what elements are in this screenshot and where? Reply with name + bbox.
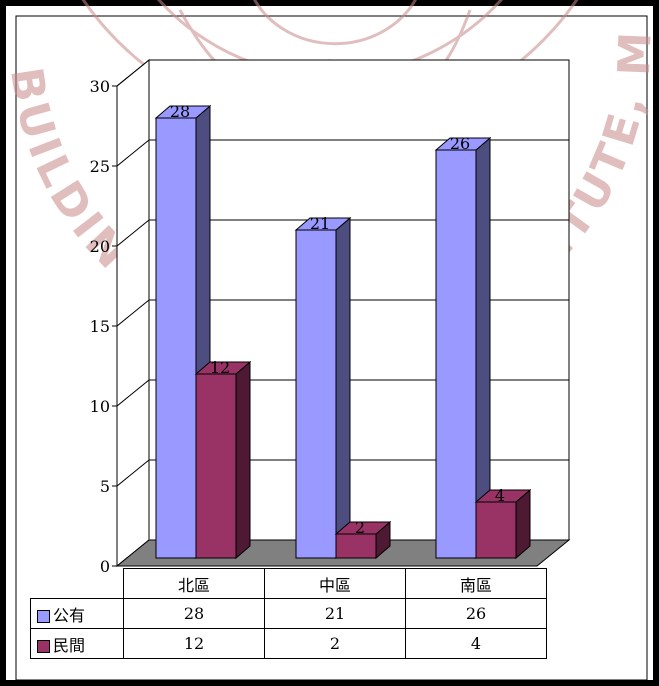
bar-private (475, 501, 517, 559)
gridline (116, 379, 569, 407)
y-tick-label: 10 (90, 397, 110, 416)
bar-side (235, 360, 251, 560)
bar-public (155, 117, 197, 559)
gridline (116, 299, 569, 327)
gridline (116, 459, 569, 487)
gridline (116, 59, 569, 87)
legend-label: 公有 (53, 605, 86, 625)
table-corner (30, 568, 124, 599)
gridline (116, 219, 569, 247)
legend-label: 民間 (53, 635, 86, 655)
y-tick-label: 15 (90, 317, 110, 336)
legend-cell-public: 公有 (30, 598, 124, 629)
table-row: 公有 28 21 26 (30, 598, 547, 629)
table-cell: 21 (264, 598, 406, 629)
table-cell: 12 (123, 628, 265, 659)
bar-top (434, 137, 492, 151)
data-label: 28 (170, 102, 190, 121)
bar-top (334, 521, 392, 535)
bar-top (294, 217, 352, 231)
gridline (116, 139, 569, 167)
table-cell: 28 (123, 598, 265, 629)
bar-top (154, 105, 212, 119)
data-label: 21 (310, 214, 330, 233)
table-cell: 26 (405, 598, 547, 629)
data-label: 2 (355, 518, 365, 537)
bar-top (194, 361, 252, 375)
y-tick-label: 0 (100, 557, 110, 576)
table-row: 民間 12 2 4 (30, 628, 547, 659)
legend-swatch-private (37, 639, 50, 653)
table-header-row: 北區 中區 南區 (30, 568, 547, 599)
data-label: 4 (495, 486, 505, 505)
legend-cell-private: 民間 (30, 628, 124, 659)
table-cell: 4 (405, 628, 547, 659)
y-tick-label: 5 (100, 477, 110, 496)
data-label: 26 (450, 134, 470, 153)
data-table: 北區 中區 南區 公有 28 21 26 民間 12 2 4 (30, 568, 547, 659)
bar-public (295, 229, 337, 559)
data-label: 12 (210, 358, 230, 377)
table-header-cell: 北區 (123, 568, 265, 599)
y-tick-label: 30 (90, 77, 110, 96)
bar-private (335, 533, 377, 559)
y-tick-label: 20 (90, 237, 110, 256)
bar-top (474, 489, 532, 503)
table-cell: 2 (264, 628, 406, 659)
table-header-cell: 南區 (405, 568, 547, 599)
bar-public (435, 149, 477, 559)
bar-private (195, 373, 237, 559)
bar-side (335, 216, 351, 560)
legend-swatch-public (37, 609, 50, 623)
table-header-cell: 中區 (264, 568, 406, 599)
y-tick-label: 25 (90, 157, 110, 176)
